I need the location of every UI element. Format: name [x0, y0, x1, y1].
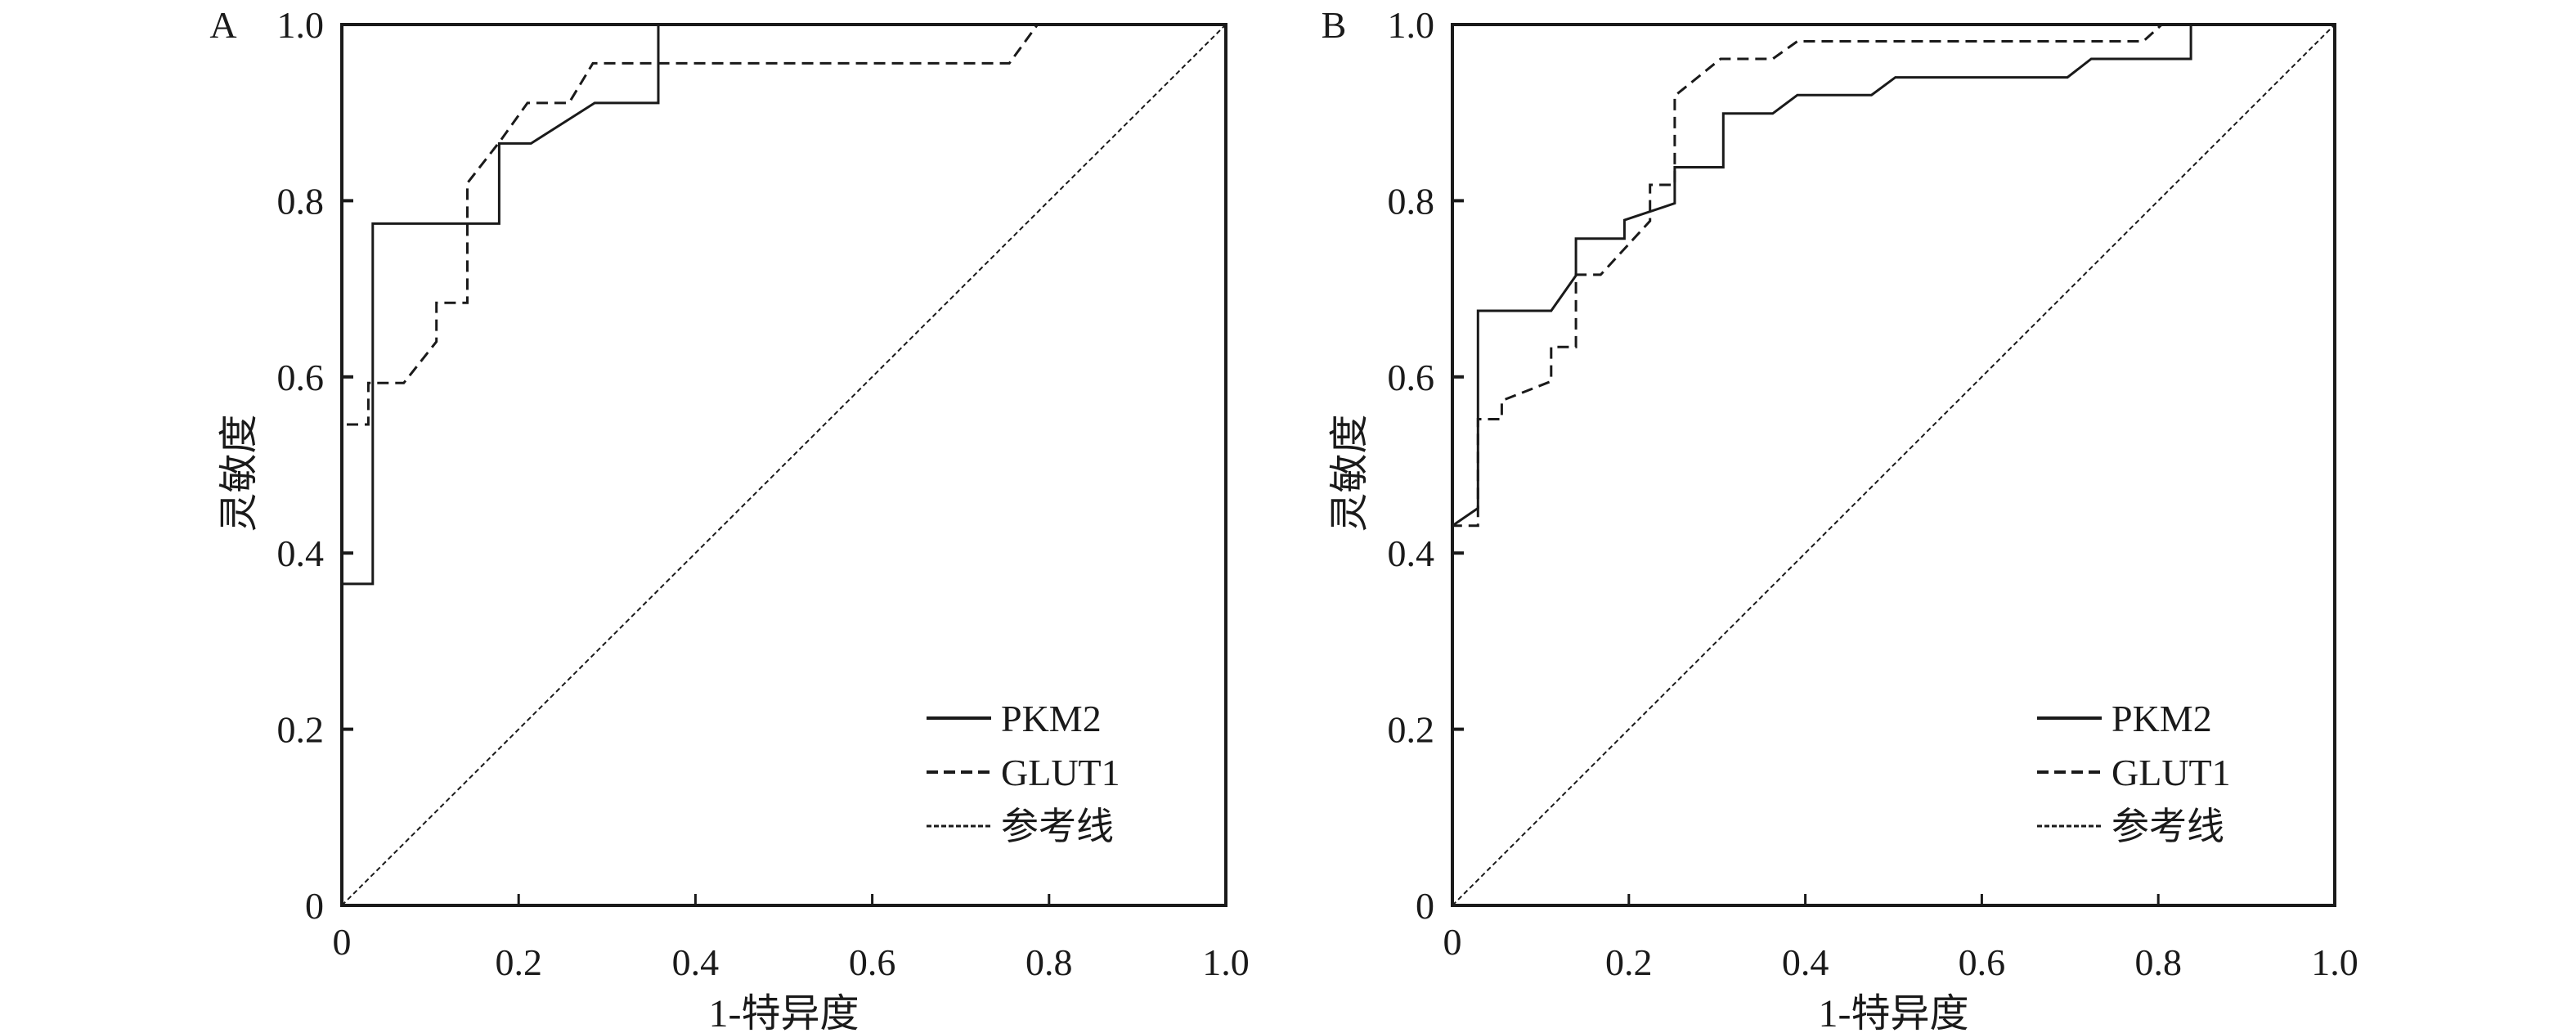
y-tick-label: 0.6	[277, 357, 325, 398]
x-tick-label: 0.4	[672, 941, 720, 983]
y-axis-label: 灵敏度	[1328, 414, 1371, 532]
series-line-glut1	[1451, 23, 2335, 905]
x-tick-label: 0.6	[1959, 941, 2006, 983]
y-tick-label: 1.0	[277, 4, 325, 46]
legend-label: GLUT1	[2112, 752, 2231, 793]
x-axis-label: 1-特异度	[709, 992, 859, 1033]
x-tick-label: 0	[1443, 921, 1462, 963]
x-tick-label: 0.2	[495, 941, 542, 983]
x-tick-label: 0.6	[849, 941, 896, 983]
x-tick-label: 0.2	[1605, 941, 1653, 983]
legend: PKM2 GLUT1 参考线	[927, 698, 1120, 847]
series-line-reference	[1452, 24, 2336, 906]
y-tick-label: 0	[305, 885, 324, 927]
panel-label: B	[1322, 4, 1347, 46]
legend: PKM2 GLUT1 参考线	[2037, 698, 2231, 847]
y-tick-label: 0.4	[277, 532, 325, 574]
x-tick-label: 1.0	[2311, 941, 2358, 983]
legend-label: 参考线	[1001, 806, 1114, 847]
x-tick-label: 1.0	[1202, 941, 1250, 983]
x-axis-label: 1-特异度	[1819, 992, 1969, 1033]
roc-panel-a: 0 0.2 0.4 0.6 0.8 1.0 0 0.2 0.4 0.6 0.8 1.0 A 1-特异度 灵敏…	[209, 4, 1249, 1033]
y-tick-label: 0.8	[277, 180, 325, 222]
legend-label: PKM2	[2112, 698, 2212, 739]
y-tick-label: 0	[1416, 885, 1434, 927]
y-tick-label: 0.4	[1388, 532, 1435, 574]
x-tick-label: 0	[333, 921, 352, 963]
series-line-glut1	[340, 23, 1226, 905]
y-tick-label: 0.8	[1388, 180, 1435, 222]
y-tick-label: 0.2	[1388, 709, 1435, 751]
legend-label: 参考线	[2112, 806, 2224, 847]
y-tick-label: 0.6	[1388, 357, 1435, 398]
panel-label: A	[209, 4, 236, 46]
roc-panel-b: 0 0.2 0.4 0.6 0.8 1.0 0 0.2 0.4 0.6 0.8 1.0 B 1-特异度 灵敏…	[1322, 4, 2358, 1033]
x-tick-label: 0.8	[1025, 941, 1073, 983]
y-tick-label: 0.2	[277, 709, 325, 751]
x-tick-label: 0.8	[2134, 941, 2182, 983]
y-axis-label: 灵敏度	[218, 414, 261, 532]
legend-label: GLUT1	[1001, 752, 1120, 793]
legend-label: PKM2	[1001, 698, 1102, 739]
series-line-reference	[341, 24, 1227, 906]
series-line-pkm2	[340, 23, 1226, 905]
x-tick-label: 0.4	[1782, 941, 1829, 983]
plot-frame	[340, 23, 1227, 907]
series-line-pkm2	[1451, 23, 2335, 905]
plot-frame	[1451, 23, 2336, 907]
y-tick-label: 1.0	[1388, 4, 1435, 46]
